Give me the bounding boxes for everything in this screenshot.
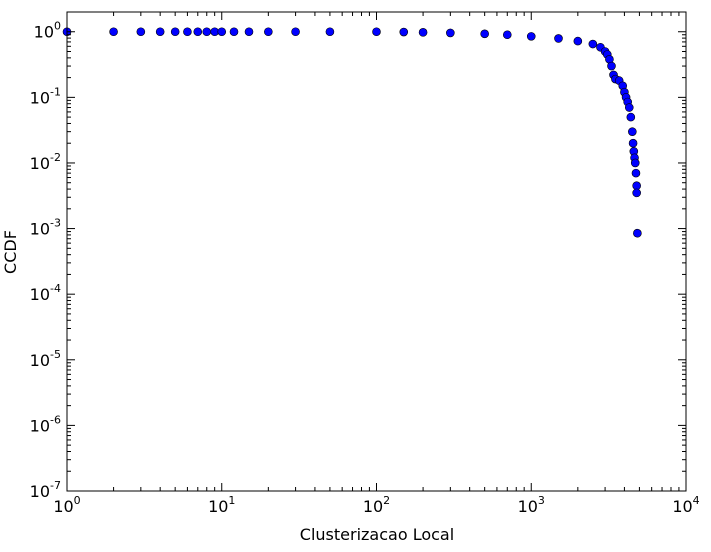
data-point bbox=[630, 158, 640, 168]
y-tick-label: 10-6 bbox=[30, 413, 61, 435]
data-point bbox=[632, 181, 641, 191]
data-point bbox=[628, 127, 637, 136]
y-tick-label: 10-4 bbox=[30, 282, 61, 304]
data-point bbox=[202, 27, 212, 37]
data-point bbox=[170, 27, 180, 37]
data-point bbox=[183, 27, 192, 37]
data-point bbox=[446, 28, 455, 38]
data-point bbox=[217, 27, 227, 37]
x-tick-label: 102 bbox=[363, 494, 390, 516]
x-tick-label: 101 bbox=[208, 494, 235, 516]
x-tick-label: 100 bbox=[53, 494, 80, 516]
data-point bbox=[136, 27, 146, 37]
x-tick-labels: 100 101 102 103 104 bbox=[53, 494, 699, 516]
data-point bbox=[291, 27, 300, 37]
data-point bbox=[554, 34, 563, 43]
data-point bbox=[631, 168, 641, 178]
data-point bbox=[109, 27, 118, 37]
data-point bbox=[626, 112, 636, 122]
y-tick-label: 10-5 bbox=[30, 348, 61, 370]
y-tick-label: 100 bbox=[34, 20, 61, 42]
y-tick-label: 10-2 bbox=[30, 151, 61, 173]
y-tick-label: 10-3 bbox=[30, 217, 61, 239]
data-point bbox=[155, 27, 165, 37]
data-point bbox=[264, 27, 273, 37]
y-tick-labels: 100 10-1 10-2 10-3 10-4 10-5 10-6 10-7 bbox=[30, 20, 61, 501]
data-point bbox=[372, 27, 381, 37]
x-tick-label: 104 bbox=[672, 494, 699, 516]
data-point bbox=[573, 36, 583, 46]
data-point bbox=[244, 27, 254, 37]
data-point bbox=[632, 188, 641, 198]
data-point bbox=[588, 39, 598, 49]
data-point bbox=[399, 27, 409, 37]
data-point bbox=[624, 103, 634, 112]
plot-area bbox=[67, 12, 686, 491]
data-point bbox=[229, 27, 239, 37]
y-tick-label: 10-7 bbox=[30, 479, 61, 501]
x-axis-label: Clusterizacao Local bbox=[300, 525, 454, 544]
y-tick-label: 10-1 bbox=[30, 85, 61, 107]
y-axis-label: CCDF bbox=[1, 230, 20, 274]
data-point bbox=[633, 228, 642, 238]
axis-ticks bbox=[66, 11, 687, 492]
data-point bbox=[607, 61, 616, 71]
data-points bbox=[62, 27, 642, 238]
data-point bbox=[480, 29, 489, 39]
data-point bbox=[418, 28, 428, 37]
data-point bbox=[193, 27, 203, 37]
data-point bbox=[502, 30, 512, 40]
data-point bbox=[325, 27, 335, 37]
data-point bbox=[628, 138, 638, 148]
x-tick-label: 103 bbox=[518, 494, 545, 516]
data-point bbox=[526, 32, 536, 41]
